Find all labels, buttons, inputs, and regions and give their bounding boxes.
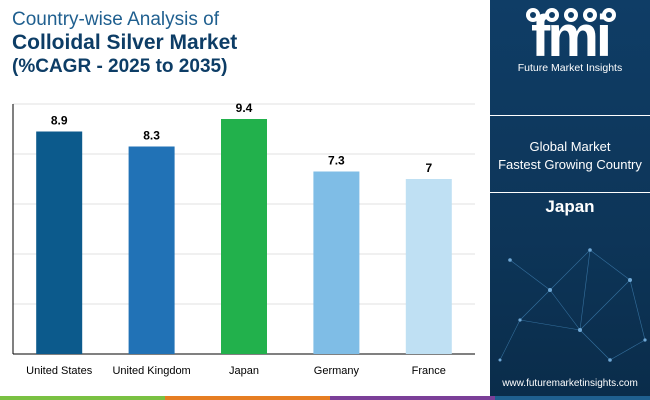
title-line-3: (%CAGR - 2025 to 2035)	[12, 56, 228, 77]
data-label: 7	[425, 161, 432, 175]
strip-segment	[330, 396, 495, 400]
chart-title: Country-wise Analysis of Colloidal Silve…	[12, 8, 482, 78]
x-tick-label: Germany	[314, 365, 360, 377]
bar-japan	[221, 119, 267, 354]
strip-segment	[495, 396, 650, 400]
x-tick-label: France	[412, 365, 446, 377]
data-label: 7.3	[328, 154, 345, 168]
bar-france	[405, 179, 452, 354]
bar-chart: 8.9 United States 8.3 United Kingdom 9.4 Japa…	[12, 101, 475, 377]
x-tick-label: Japan	[229, 365, 259, 377]
fmi-logo-icon: fmi	[526, 4, 616, 62]
bar-united-kingdom	[128, 146, 175, 354]
global-market-label: Global Market	[529, 139, 611, 154]
title-line-2: Colloidal Silver Market	[12, 31, 238, 54]
website-url[interactable]: www.futuremarketinsights.com	[502, 378, 638, 389]
side-panel: fmi Future Market Insights Global Market…	[490, 0, 650, 400]
strip-segment	[0, 396, 165, 400]
side-divider-top	[490, 115, 650, 116]
data-label: 9.4	[236, 101, 253, 115]
bar-germany	[313, 171, 360, 354]
side-divider-bottom	[490, 192, 650, 193]
bottom-color-strip	[0, 396, 650, 400]
x-tick-label: United States	[26, 365, 93, 377]
strip-segment	[165, 396, 330, 400]
data-label: 8.9	[51, 114, 68, 128]
network-decoration-icon	[498, 248, 647, 362]
highlight-country: Japan	[545, 197, 595, 216]
bar-united-states	[36, 131, 83, 354]
x-tick-label: United Kingdom	[112, 365, 190, 377]
data-label: 8.3	[143, 129, 160, 143]
title-line-1: Country-wise Analysis of	[12, 9, 219, 30]
brand-name: Future Market Insights	[517, 62, 623, 74]
brand-logo: fmi Future Market Insights	[490, 4, 650, 74]
fastest-growing-label: Fastest Growing Country	[498, 157, 642, 172]
